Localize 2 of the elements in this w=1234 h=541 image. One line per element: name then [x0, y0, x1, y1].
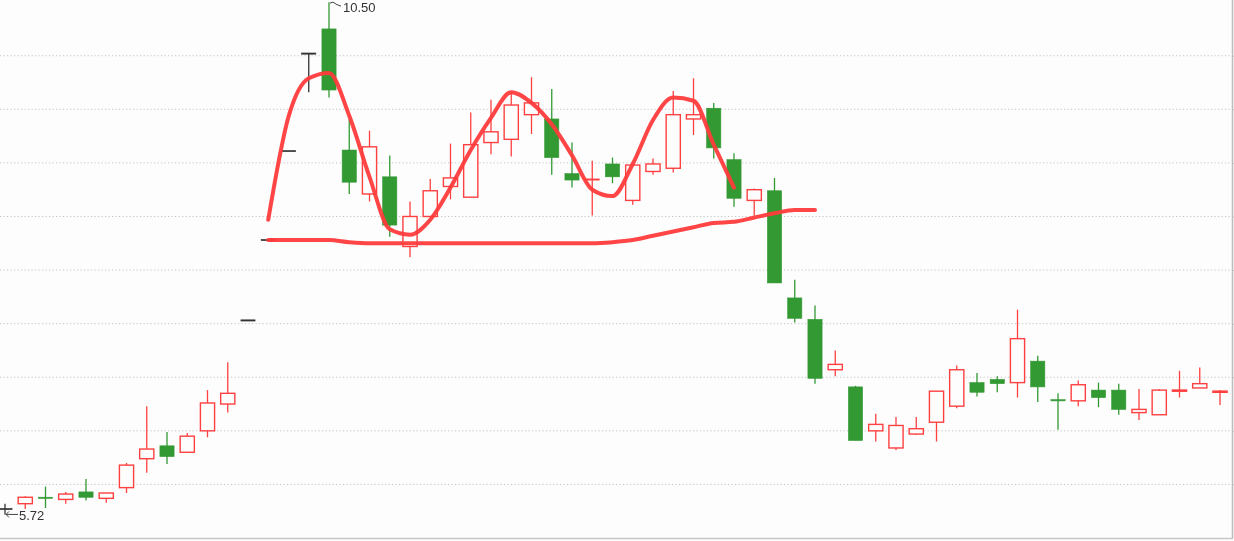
annotation: 10.50 — [343, 0, 376, 15]
annotation: 5.72 — [19, 508, 45, 524]
